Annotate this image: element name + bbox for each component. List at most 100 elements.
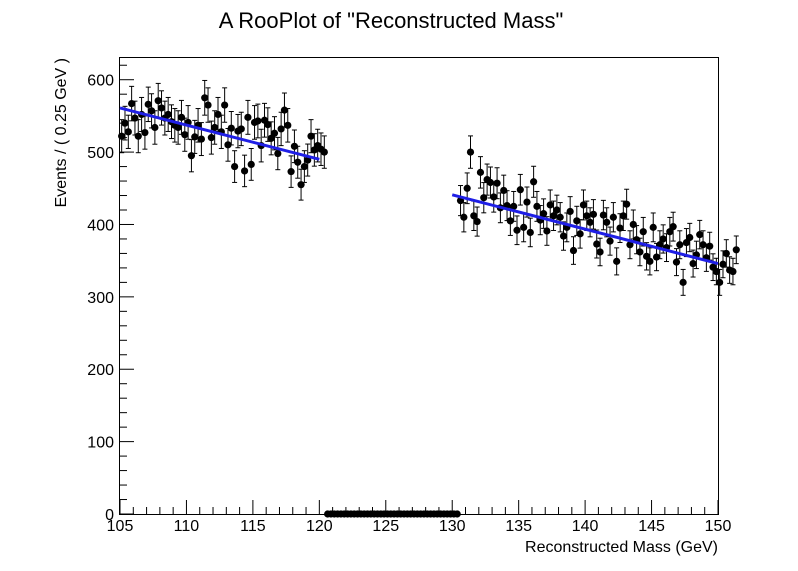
- data-point: [493, 179, 501, 187]
- x-axis-title: Reconstructed Mass (GeV): [525, 539, 718, 556]
- data-point: [619, 212, 627, 220]
- data-point: [679, 278, 687, 286]
- x-tick-label: 140: [572, 518, 599, 535]
- x-axis: 105 110 115 120 125 130 135 140 145 150: [107, 500, 731, 535]
- data-point: [227, 124, 235, 132]
- data-point: [500, 186, 508, 195]
- data-point: [181, 131, 189, 139]
- data-point: [473, 217, 481, 226]
- data-point: [526, 228, 534, 237]
- data-point: [523, 198, 531, 206]
- data-point: [573, 217, 581, 225]
- data-point: [546, 201, 554, 209]
- data-point: [566, 207, 574, 216]
- x-tick-label: 125: [372, 518, 399, 535]
- x-tick-label: 110: [174, 518, 200, 535]
- data-point: [154, 97, 162, 105]
- fit-curve: [119, 106, 719, 266]
- data-point: [556, 213, 564, 221]
- data-point: [589, 210, 598, 218]
- data-point: [290, 142, 299, 150]
- data-point: [254, 117, 262, 125]
- data-point: [224, 141, 232, 149]
- data-point: [533, 202, 541, 210]
- data-point: [599, 211, 607, 219]
- data-point: [699, 241, 707, 249]
- data-point: [696, 231, 704, 239]
- data-point: [270, 129, 279, 137]
- data-point: [144, 100, 152, 108]
- data-point: [579, 201, 588, 209]
- data-point: [307, 132, 315, 140]
- data-point: [476, 168, 485, 176]
- data-point: [463, 184, 471, 192]
- data-point: [131, 114, 139, 122]
- x-tick-label: 135: [505, 518, 532, 535]
- data-point: [124, 128, 132, 136]
- data-point: [237, 125, 245, 133]
- data-point: [231, 162, 239, 171]
- data-point: [569, 246, 578, 255]
- data-point: [646, 257, 654, 265]
- data-point: [629, 220, 637, 229]
- data-point: [623, 200, 631, 208]
- data-point: [516, 186, 524, 194]
- x-tick-label: 115: [240, 518, 266, 535]
- data-point: [722, 249, 730, 258]
- data-point: [593, 240, 601, 248]
- data-point: [659, 235, 667, 243]
- data-point: [553, 206, 561, 214]
- data-point: [576, 230, 584, 238]
- data-point: [606, 237, 614, 245]
- data-point: [453, 510, 461, 518]
- data-point: [141, 128, 149, 137]
- data-point: [686, 233, 694, 242]
- y-tick-label: 600: [87, 73, 114, 90]
- data-point: [221, 101, 229, 109]
- error-bars: [119, 79, 739, 296]
- data-point: [486, 178, 495, 187]
- data-point: [470, 212, 478, 220]
- fit-line-segment: [119, 106, 320, 161]
- y-tick-label: 100: [87, 435, 114, 452]
- y-axis-title: Events / ( 0.25 GeV ): [53, 58, 70, 207]
- x-tick-label: 120: [306, 518, 333, 535]
- data-point: [264, 120, 272, 129]
- data-point: [506, 217, 514, 225]
- y-axis: 0 100 200 300 400 500 600: [87, 64, 134, 524]
- data-point: [672, 258, 681, 266]
- data-point: [204, 101, 212, 109]
- plot-frame: [119, 57, 719, 515]
- y-tick-label: 500: [87, 145, 114, 162]
- data-point: [583, 212, 591, 220]
- data-point: [732, 246, 740, 254]
- data-point: [267, 134, 275, 142]
- data-point: [609, 213, 617, 221]
- data-point: [287, 168, 295, 176]
- data-point: [642, 252, 651, 260]
- y-tick-label: 0: [105, 507, 114, 524]
- data-point: [300, 162, 308, 171]
- data-point: [128, 100, 136, 108]
- data-point: [164, 110, 172, 119]
- data-point: [716, 278, 724, 286]
- data-point: [118, 132, 126, 140]
- data-point: [586, 218, 594, 226]
- data-point: [712, 267, 720, 276]
- data-point: [214, 110, 222, 119]
- y-tick-label: 400: [87, 217, 114, 234]
- data-point: [520, 223, 528, 231]
- x-tick-label: 130: [439, 518, 466, 535]
- data-point: [490, 193, 498, 201]
- data-point: [689, 259, 697, 268]
- data-point: [549, 212, 558, 220]
- data-point: [596, 248, 604, 256]
- data-point: [559, 232, 568, 240]
- data-point: [729, 267, 737, 276]
- data-point: [649, 223, 657, 231]
- fit-line-segment: [451, 193, 719, 266]
- data-point: [530, 178, 538, 186]
- data-point: [652, 253, 661, 261]
- data-point: [201, 94, 209, 102]
